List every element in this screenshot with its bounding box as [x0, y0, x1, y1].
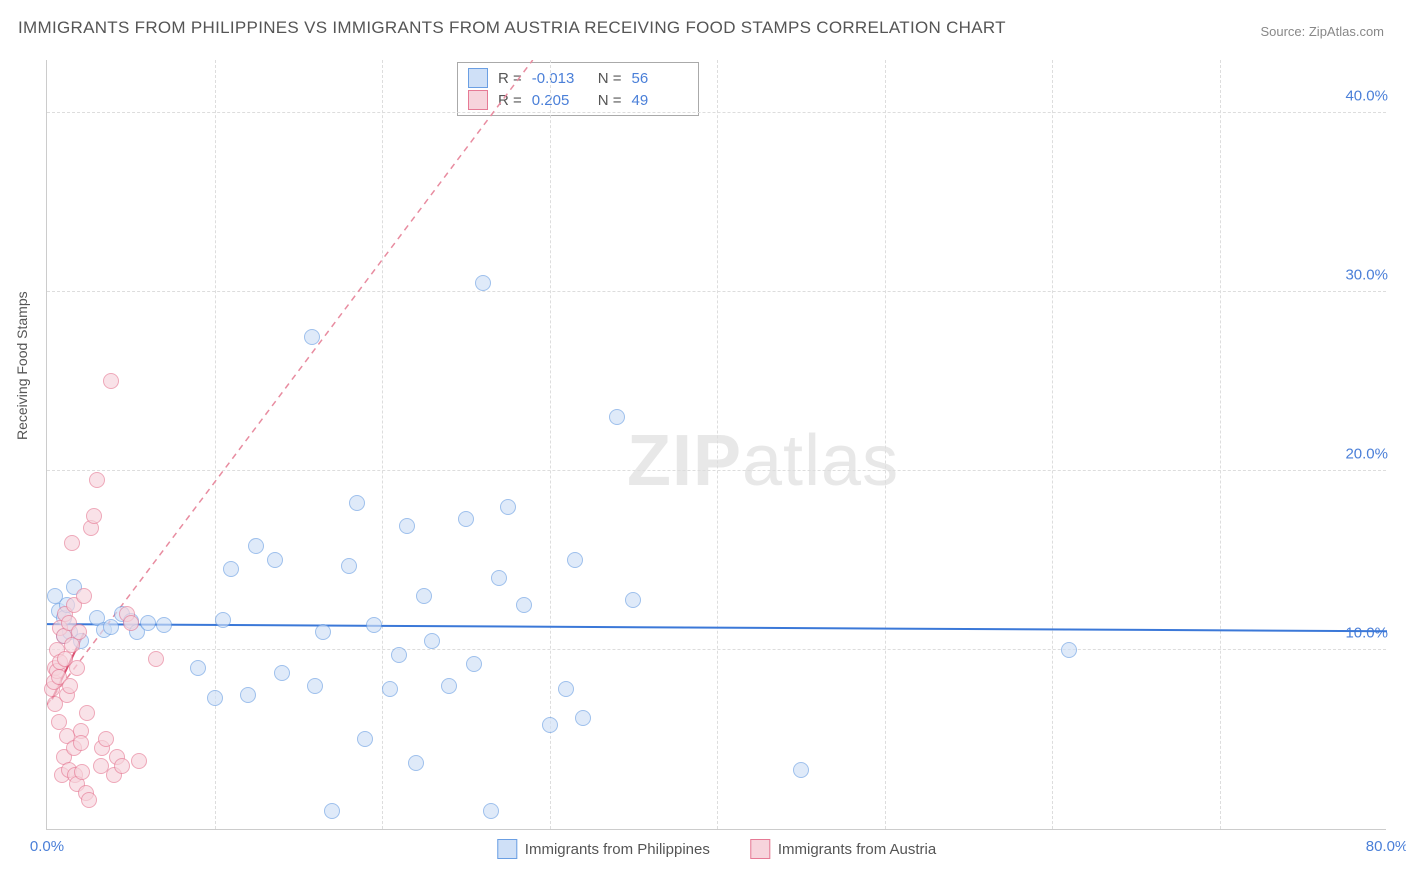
- data-point: [131, 753, 147, 769]
- chart-title: IMMIGRANTS FROM PHILIPPINES VS IMMIGRANT…: [18, 18, 1006, 38]
- source-label: Source: ZipAtlas.com: [1260, 24, 1384, 39]
- x-gridline: [1220, 60, 1221, 829]
- data-point: [103, 373, 119, 389]
- data-point: [399, 518, 415, 534]
- data-point: [148, 651, 164, 667]
- data-point: [341, 558, 357, 574]
- data-point: [491, 570, 507, 586]
- data-point: [416, 588, 432, 604]
- data-point: [69, 660, 85, 676]
- data-point: [391, 647, 407, 663]
- data-point: [315, 624, 331, 640]
- legend-label-philippines: Immigrants from Philippines: [525, 841, 710, 858]
- legend-stats: R = -0.013 N = 56 R = 0.205 N = 49: [457, 62, 699, 116]
- legend-r-value-2: 0.205: [532, 92, 588, 109]
- data-point: [475, 275, 491, 291]
- data-point: [62, 678, 78, 694]
- x-gridline: [1052, 60, 1053, 829]
- data-point: [382, 681, 398, 697]
- plot-area: ZIPatlas R = -0.013 N = 56 R = 0.205 N =…: [46, 60, 1386, 830]
- legend-r-value-1: -0.013: [532, 70, 588, 87]
- data-point: [516, 597, 532, 613]
- data-point: [190, 660, 206, 676]
- y-axis-label: Receiving Food Stamps: [14, 291, 30, 440]
- data-point: [441, 678, 457, 694]
- data-point: [74, 764, 90, 780]
- watermark: ZIPatlas: [627, 420, 899, 502]
- x-tick-label: 80.0%: [1366, 838, 1406, 855]
- data-point: [81, 792, 97, 808]
- data-point: [79, 705, 95, 721]
- x-gridline: [215, 60, 216, 829]
- legend-swatch-austria: [468, 90, 488, 110]
- y-tick-label: 20.0%: [1345, 445, 1388, 462]
- data-point: [248, 538, 264, 554]
- data-point: [558, 681, 574, 697]
- data-point: [408, 755, 424, 771]
- data-point: [357, 731, 373, 747]
- data-point: [1061, 642, 1077, 658]
- legend-n-label: N =: [598, 92, 622, 109]
- watermark-bold: ZIP: [627, 421, 742, 501]
- y-tick-label: 30.0%: [1345, 266, 1388, 283]
- data-point: [458, 511, 474, 527]
- data-point: [575, 710, 591, 726]
- data-point: [240, 687, 256, 703]
- data-point: [123, 615, 139, 631]
- legend-label-austria: Immigrants from Austria: [778, 841, 936, 858]
- x-gridline: [550, 60, 551, 829]
- legend-swatch-philippines-icon: [497, 839, 517, 859]
- data-point: [625, 592, 641, 608]
- x-tick-label: 0.0%: [30, 838, 64, 855]
- data-point: [793, 762, 809, 778]
- legend-series: Immigrants from Philippines Immigrants f…: [497, 839, 936, 859]
- data-point: [267, 552, 283, 568]
- legend-n-value-1: 56: [632, 70, 688, 87]
- data-point: [76, 588, 92, 604]
- data-point: [215, 612, 231, 628]
- legend-n-label: N =: [598, 70, 622, 87]
- data-point: [609, 409, 625, 425]
- x-gridline: [885, 60, 886, 829]
- data-point: [86, 508, 102, 524]
- legend-item-philippines: Immigrants from Philippines: [497, 839, 710, 859]
- chart-container: IMMIGRANTS FROM PHILIPPINES VS IMMIGRANT…: [0, 0, 1406, 892]
- legend-swatch-philippines: [468, 68, 488, 88]
- legend-stats-row-2: R = 0.205 N = 49: [468, 89, 688, 111]
- data-point: [73, 735, 89, 751]
- legend-stats-row-1: R = -0.013 N = 56: [468, 67, 688, 89]
- watermark-rest: atlas: [742, 421, 899, 501]
- data-point: [274, 665, 290, 681]
- data-point: [207, 690, 223, 706]
- legend-item-austria: Immigrants from Austria: [750, 839, 936, 859]
- data-point: [466, 656, 482, 672]
- data-point: [71, 624, 87, 640]
- data-point: [307, 678, 323, 694]
- x-gridline: [382, 60, 383, 829]
- data-point: [366, 617, 382, 633]
- data-point: [483, 803, 499, 819]
- data-point: [304, 329, 320, 345]
- x-gridline: [717, 60, 718, 829]
- legend-r-label: R =: [498, 92, 522, 109]
- data-point: [324, 803, 340, 819]
- legend-swatch-austria-icon: [750, 839, 770, 859]
- data-point: [567, 552, 583, 568]
- data-point: [349, 495, 365, 511]
- y-tick-label: 10.0%: [1345, 624, 1388, 641]
- data-point: [424, 633, 440, 649]
- data-point: [542, 717, 558, 733]
- data-point: [500, 499, 516, 515]
- data-point: [103, 619, 119, 635]
- data-point: [223, 561, 239, 577]
- data-point: [114, 758, 130, 774]
- data-point: [156, 617, 172, 633]
- y-tick-label: 40.0%: [1345, 87, 1388, 104]
- data-point: [98, 731, 114, 747]
- legend-n-value-2: 49: [632, 92, 688, 109]
- data-point: [140, 615, 156, 631]
- data-point: [89, 472, 105, 488]
- data-point: [64, 535, 80, 551]
- legend-r-label: R =: [498, 70, 522, 87]
